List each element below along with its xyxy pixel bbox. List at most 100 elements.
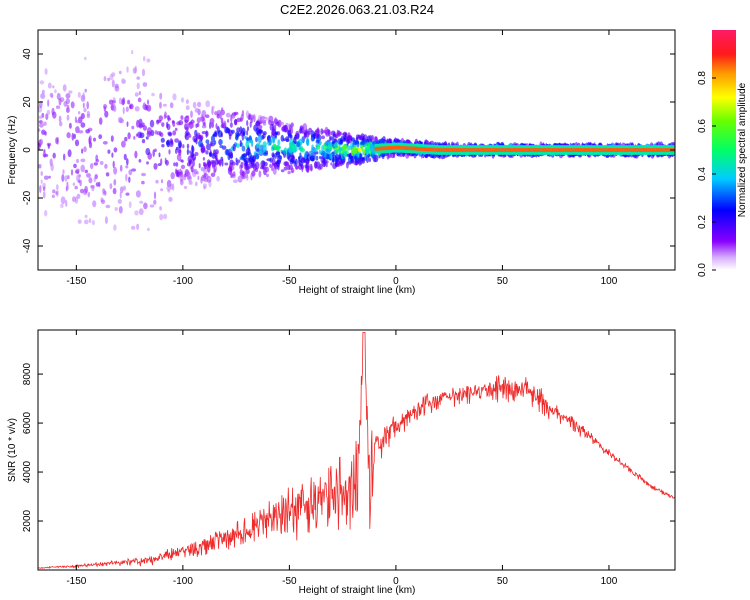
spectrogram-band-core (498, 148, 501, 152)
spectrogram-cell (230, 146, 234, 153)
spectrogram-band-core (645, 148, 648, 152)
spectrogram-band-core (636, 148, 640, 152)
spectrogram-band-core (468, 148, 472, 152)
spectrogram-cell (183, 186, 188, 189)
spectrogram-cell (374, 136, 378, 143)
spectrogram-cell (305, 137, 310, 146)
spectrogram-cell (159, 101, 162, 109)
spectrogram-cell (203, 185, 206, 190)
spectrogram-cell (248, 157, 253, 165)
spectrogram-cell (153, 163, 158, 170)
spectrogram-cell (180, 164, 186, 170)
spectrogram-cell (54, 89, 57, 94)
spectrogram-cell (45, 113, 49, 120)
spectrogram-band-core (640, 148, 644, 152)
spectrogram-cell (229, 122, 233, 128)
spectrogram-cell (185, 126, 189, 131)
spectrogram-band-core (517, 148, 521, 152)
spectrogram-band-core (615, 148, 619, 152)
spectrogram-cell (205, 100, 211, 108)
spectrogram-cell (39, 138, 44, 145)
colorbar-tick-label: 0.8 (697, 71, 708, 85)
spectrogram-cell (122, 97, 126, 105)
spectrogram-cell (185, 105, 190, 111)
spectrogram-band-core (577, 148, 580, 152)
spectrogram-cell (60, 196, 66, 205)
spectrogram-band-core (466, 148, 469, 152)
spectrogram-cell (266, 158, 272, 162)
spectrogram-cell (41, 89, 45, 95)
spectrogram-band-core (385, 146, 389, 151)
spectrogram-cell (298, 160, 303, 167)
spectrogram-cell (86, 173, 91, 178)
spectrogram-cell (51, 194, 55, 199)
x-tick-label: -100 (173, 576, 193, 587)
spectrogram-band-core (474, 148, 478, 152)
spectrogram-band-core (634, 148, 638, 152)
spectrogram-band-core (583, 148, 587, 152)
spectrogram-cell (46, 109, 51, 116)
spectrogram-cell (114, 207, 118, 211)
spectrogram-cell (134, 92, 139, 97)
spectrogram-band-core (434, 147, 438, 152)
spectrogram-cell (217, 130, 223, 138)
spectrogram-cell (141, 180, 145, 185)
spectrogram-cell (358, 147, 361, 152)
spectrogram-band-core (568, 148, 572, 152)
spectrogram-cell (102, 188, 106, 194)
spectrogram-cell (245, 110, 250, 119)
spectrogram-cell (173, 162, 176, 167)
spectrogram-cell (256, 142, 261, 148)
spectrogram-cell (146, 127, 152, 135)
spectrogram-band-core (451, 148, 455, 152)
spectrogram-cell (189, 150, 192, 154)
spectrogram-cell (213, 140, 217, 145)
spectrogram-cell (43, 149, 46, 153)
spectrogram-cell (230, 168, 233, 172)
spectrogram-cell (314, 147, 318, 153)
x-tick-label: 50 (497, 576, 509, 587)
spectrogram-cell (197, 175, 200, 181)
spectrogram-band-core (387, 146, 391, 150)
spectrogram-cell (172, 183, 175, 191)
spectrogram-band-core (647, 148, 651, 152)
spectrogram-cell (203, 161, 206, 166)
spectrogram-cell (324, 141, 329, 145)
spectrogram-cell (66, 114, 70, 121)
spectrogram-cell (271, 162, 276, 167)
spectrogram-cell (154, 148, 157, 153)
spectrogram-band-core (662, 148, 665, 152)
spectrogram-cell (85, 129, 91, 134)
spectrogram-cell (314, 161, 318, 169)
spectrogram-cell (308, 150, 313, 156)
spectrogram-cell (166, 121, 169, 129)
spectrogram-cell (123, 153, 127, 161)
spectrogram-cell (315, 155, 319, 161)
spectrogram-image (38, 50, 675, 232)
colorbar: 0.0 0.2 0.4 0.6 0.8 Normalized spectral ampl… (697, 30, 748, 277)
spectrogram-cell (190, 110, 193, 118)
spectrogram-cell (241, 145, 246, 152)
spectrogram-cell (221, 158, 224, 167)
spectrogram-cell (230, 171, 233, 179)
x-tick-label: 100 (601, 576, 618, 587)
spectrogram-cell (197, 117, 203, 122)
spectrogram-band-core (432, 147, 435, 152)
spectrogram-cell (128, 176, 131, 183)
spectrogram-cell (214, 111, 218, 116)
spectrogram-cell (84, 185, 88, 194)
spectrogram-band-core (521, 148, 525, 152)
spectrogram-cell (108, 99, 114, 105)
spectrogram-band-core (479, 148, 482, 152)
spectrogram-cell (283, 166, 289, 171)
spectrogram-cell (113, 147, 118, 153)
spectrogram-cell (262, 132, 266, 139)
spectrogram-cell (257, 124, 263, 130)
spectrogram-cell (287, 171, 291, 175)
snr-xlabel: Height of straight line (km) (299, 585, 416, 596)
spectrogram-cell (362, 137, 365, 142)
spectrogram-cell (42, 186, 46, 192)
spectrogram-cell (47, 82, 52, 89)
spectrogram-cell (200, 146, 205, 154)
spectrogram-band-core (417, 146, 420, 151)
